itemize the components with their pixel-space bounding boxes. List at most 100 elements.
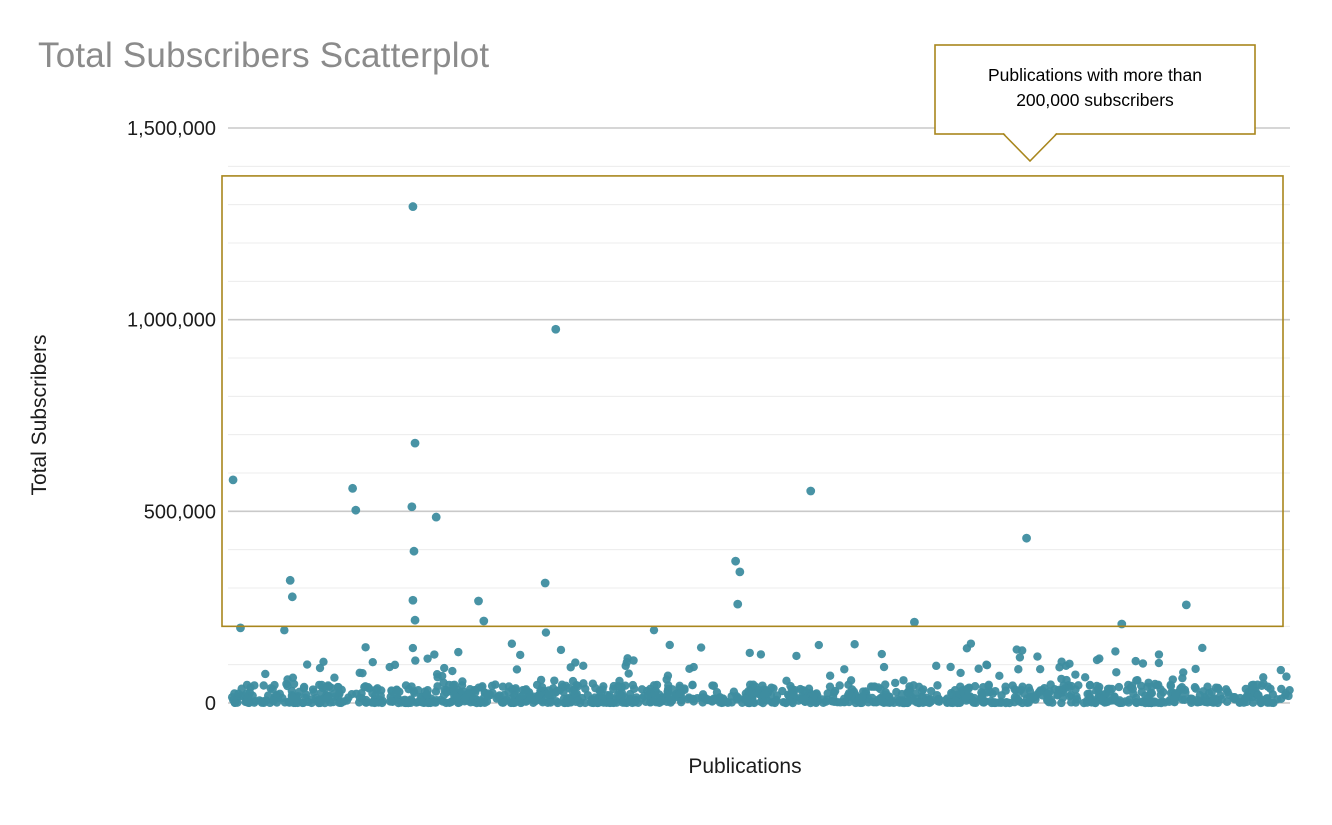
scatter-point xyxy=(336,698,346,708)
scatter-point xyxy=(452,693,461,702)
scatter-point xyxy=(1168,675,1178,684)
scatter-point xyxy=(407,502,417,512)
scatter-point xyxy=(1062,675,1071,685)
scatter-point xyxy=(1132,676,1141,685)
scatter-point xyxy=(599,698,608,707)
scatter-point xyxy=(387,697,396,706)
scatter-point xyxy=(835,681,844,690)
scatter-point xyxy=(484,689,494,698)
scatter-point xyxy=(308,695,317,704)
scatter-point xyxy=(1112,668,1121,677)
scatter-point xyxy=(808,697,817,706)
scatter-point xyxy=(1131,656,1140,666)
scatter-point xyxy=(1022,533,1031,543)
scatter-point xyxy=(792,651,801,661)
scatter-point xyxy=(518,691,527,700)
scatter-point xyxy=(974,664,983,673)
scatter-point xyxy=(982,660,991,669)
scatter-point xyxy=(1211,683,1221,692)
scatter-point xyxy=(984,681,993,691)
scatter-point xyxy=(731,556,741,566)
scatter-point xyxy=(404,698,413,708)
scatter-point xyxy=(355,698,364,707)
scatter-point xyxy=(950,685,960,695)
scatter-point xyxy=(538,698,547,707)
scatter-point xyxy=(1097,693,1107,702)
scatter-point xyxy=(667,696,677,706)
scatter-point xyxy=(351,505,361,515)
scatter-point xyxy=(430,650,439,659)
scatter-point xyxy=(622,658,632,667)
scatter-point xyxy=(559,687,568,697)
scatter-point xyxy=(361,698,371,707)
scatter-point xyxy=(423,690,432,699)
scatter-point xyxy=(1033,652,1042,661)
scatter-point xyxy=(814,640,824,650)
y-tick-label: 500,000 xyxy=(144,501,216,523)
scatter-points xyxy=(227,202,1294,708)
annotation-callout xyxy=(934,44,1256,163)
scatter-point xyxy=(261,669,270,679)
scatter-point xyxy=(507,639,517,648)
scatter-point xyxy=(798,686,808,695)
scatter-point xyxy=(1103,697,1112,707)
scatter-point xyxy=(315,680,324,690)
scatter-point xyxy=(1129,689,1138,699)
scatter-point xyxy=(1156,698,1166,708)
scatter-point xyxy=(800,695,810,704)
scatter-point xyxy=(288,673,298,682)
scatter-point xyxy=(1276,665,1286,675)
scatter-point xyxy=(897,698,906,707)
scatter-point xyxy=(885,698,894,707)
scatter-point xyxy=(688,680,697,690)
scatter-point xyxy=(1066,690,1076,700)
scatter-point xyxy=(540,578,550,588)
scatter-point xyxy=(534,691,543,700)
scatter-point xyxy=(668,685,677,694)
chart-title: Total Subscribers Scatterplot xyxy=(38,36,490,75)
scatter-point xyxy=(408,643,418,653)
scatter-point xyxy=(228,475,238,485)
scatter-point xyxy=(628,680,638,690)
scatter-point xyxy=(934,695,943,704)
scatter-point xyxy=(1020,689,1029,699)
scatter-point xyxy=(258,697,268,706)
scatter-point xyxy=(550,676,559,685)
scatter-point xyxy=(932,661,941,671)
scatter-point xyxy=(494,692,503,702)
scatter-point xyxy=(689,697,698,706)
scatter-point xyxy=(1190,683,1200,692)
scatter-point xyxy=(439,678,448,687)
scatter-point xyxy=(1071,670,1080,679)
annotation-tail-fill xyxy=(1003,132,1057,161)
scatter-point xyxy=(1057,657,1066,666)
scatter-point xyxy=(299,698,308,707)
scatter-point xyxy=(1235,698,1244,708)
scatter-point xyxy=(1241,684,1251,694)
scatter-point xyxy=(1264,698,1274,707)
scatter-point xyxy=(458,677,467,686)
scatter-point xyxy=(1008,681,1017,690)
scatter-point xyxy=(733,599,743,609)
scatter-point xyxy=(830,686,840,696)
scatter-point xyxy=(551,324,561,334)
scatter-point xyxy=(269,696,278,706)
scatter-point xyxy=(329,697,338,707)
scatter-point xyxy=(410,438,420,448)
scatter-point xyxy=(1144,678,1153,687)
scatter-point xyxy=(541,628,551,637)
scatter-point xyxy=(1209,695,1218,705)
scatter-point xyxy=(408,202,418,211)
scatter-point xyxy=(259,681,268,690)
scatter-point xyxy=(903,688,912,698)
scatter-point xyxy=(583,690,593,700)
scatter-point xyxy=(568,686,577,696)
scatter-point xyxy=(991,686,1000,696)
chart-layers: 0 500,000 1,000,000 1,500,000 xyxy=(127,44,1294,715)
scatter-point xyxy=(613,691,622,700)
scatter-point xyxy=(361,643,370,652)
scatter-point xyxy=(1150,679,1160,689)
scatter-point xyxy=(1259,679,1268,688)
scatter-point xyxy=(625,696,635,705)
